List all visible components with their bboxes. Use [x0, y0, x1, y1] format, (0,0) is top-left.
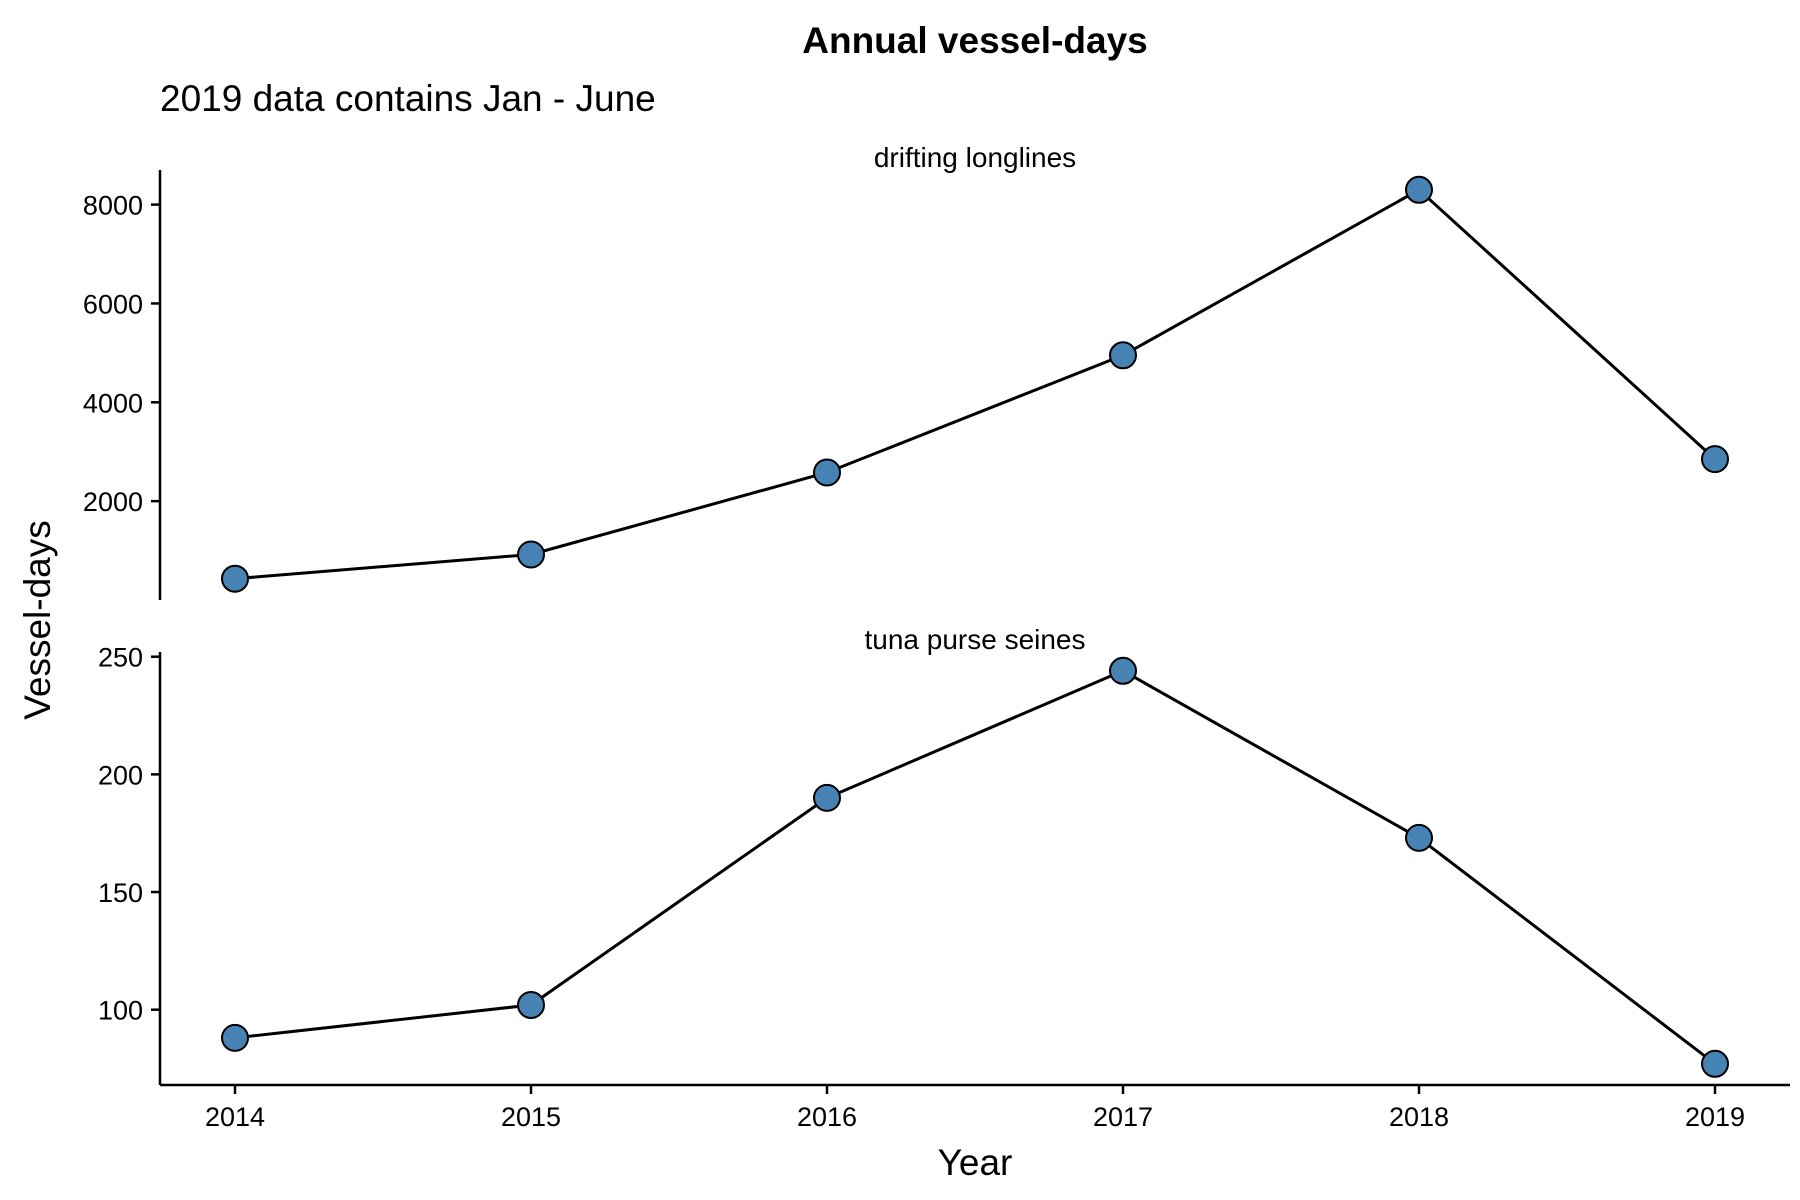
- data-point: [221, 564, 249, 593]
- facet-panel: drifting longlines 2000 4000 6000 8000: [83, 142, 1729, 600]
- y-tick-label: 8000: [83, 191, 143, 221]
- facet-panels: drifting longlines 2000 4000 6000 8000 tuna p…: [83, 142, 1790, 1132]
- y-axis-title: Vessel-days: [17, 520, 58, 720]
- y-tick-label: 100: [98, 996, 143, 1026]
- data-point: [1701, 445, 1729, 474]
- y-tick-label: 4000: [83, 388, 143, 418]
- data-point: [221, 1023, 249, 1052]
- x-axis-title: Year: [938, 1142, 1013, 1183]
- data-point: [517, 991, 545, 1019]
- y-tick-label: 250: [98, 643, 143, 673]
- x-tick-label: 2016: [797, 1102, 857, 1132]
- series-line: [234, 669, 1716, 1065]
- data-point: [1109, 656, 1137, 685]
- x-tick-label: 2014: [205, 1102, 265, 1132]
- y-tick-label: 6000: [83, 289, 143, 319]
- x-tick-label: 2019: [1685, 1102, 1745, 1132]
- facet-strip-label: tuna purse seines: [864, 624, 1085, 655]
- facet-panel: tuna purse seines 100 150 200 250 2014 2015 201…: [98, 624, 1790, 1132]
- x-tick-label: 2018: [1389, 1102, 1449, 1132]
- data-point: [1109, 341, 1137, 370]
- data-point: [517, 540, 545, 569]
- x-tick-label: 2015: [501, 1102, 561, 1132]
- y-tick-label: 2000: [83, 487, 143, 517]
- data-point: [813, 458, 841, 487]
- y-tick-label: 150: [98, 878, 143, 908]
- facet-strip-label: drifting longlines: [874, 142, 1076, 173]
- data-point: [813, 783, 841, 812]
- data-point: [1701, 1049, 1729, 1078]
- data-point: [1405, 175, 1433, 204]
- series-line: [234, 187, 1717, 581]
- y-tick-label: 200: [98, 760, 143, 790]
- chart-title: Annual vessel-days: [802, 20, 1147, 61]
- data-point: [1405, 823, 1433, 852]
- chart-subtitle: 2019 data contains Jan - June: [160, 78, 656, 119]
- x-tick-label: 2017: [1093, 1102, 1153, 1132]
